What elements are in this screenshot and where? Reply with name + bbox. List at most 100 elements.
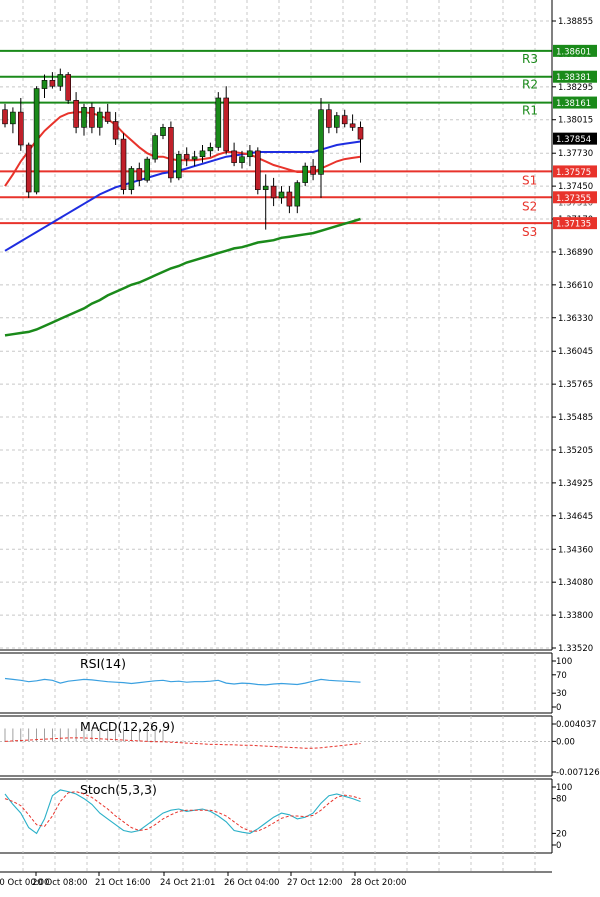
rsi-tick-label-0: 100 [556,657,572,667]
candle-body-21 [168,127,174,179]
level-price-r3: 1.38601 [556,47,591,57]
level-price-box-r3 [553,44,597,57]
candle-body-42 [333,115,340,128]
candle-9 [73,92,79,134]
rsi-tick-label-2: 30 [556,689,567,699]
candle-22 [176,150,182,181]
rsi-tick-label-3: 0 [556,703,561,713]
candle-14 [112,112,119,145]
x-tick-label-5: 27 Oct 12:00 [287,878,342,888]
candle-body-13 [104,111,111,122]
candle-45 [357,121,364,163]
candle-41 [326,103,332,134]
candle-body-5 [41,80,48,89]
candle-35 [278,186,285,204]
candle-body-28 [223,97,229,152]
candle-body-29 [231,150,237,163]
candle-body-8 [65,74,71,101]
candle-body-32 [255,150,261,190]
ma-fast-line [4,111,361,187]
candle-25 [199,144,206,163]
stoch-tick-label-0: 100 [556,783,572,793]
level-price-r1: 1.38161 [556,99,591,109]
candle-42 [333,112,340,134]
y-extra-label-2: 1.37310 [558,199,593,209]
rsi-tick-label-1: 70 [556,671,567,681]
candle-8 [65,72,71,104]
candle-10 [81,103,87,136]
candle-31 [247,144,253,167]
macd-tick-label-2: -0.007126 [556,768,600,778]
candle-body-11 [89,107,95,128]
candle-30 [239,150,245,169]
candle-body-30 [239,156,245,163]
level-price-box-s2 [553,191,597,204]
candle-body-14 [112,121,119,140]
candle-21 [168,121,174,183]
level-tag-r2: R2 [522,78,538,92]
stoch-k-line [4,789,361,835]
candle-27 [215,92,222,151]
candle-37 [294,180,301,214]
candle-4 [33,86,40,195]
candle-body-33 [262,185,269,190]
candle-16 [128,166,135,195]
y-tick-label-8: 1.36330 [558,314,593,324]
macd-tick-label-0: 0.004037 [556,720,597,730]
level-tag-s3: S3 [522,225,537,239]
candle-body-22 [176,154,182,179]
candle-body-37 [294,182,301,207]
macd-tick-label-1: 0.00 [556,737,575,747]
y-tick-label-3: 1.37730 [558,149,593,159]
level-price-s2: 1.37355 [556,194,591,204]
candle-body-31 [247,150,253,158]
y-tick-label-0: 1.38855 [558,17,593,27]
candle-13 [104,103,111,124]
candle-body-9 [73,100,79,128]
level-price-box-s1 [553,165,597,178]
x-tick-label-4: 26 Oct 04:00 [224,878,279,888]
y-tick-label-1: 1.38295 [558,83,593,93]
candle-body-12 [97,111,103,128]
y-tick-label-11: 1.35485 [558,413,593,423]
candle-44 [349,114,356,131]
candle-body-6 [49,80,56,87]
candle-body-44 [349,123,356,128]
candle-body-25 [199,150,206,158]
candle-17 [136,162,143,187]
x-tick-label-0: 20 Oct 00:00 [0,878,49,888]
level-tag-r1: R1 [522,104,538,118]
candle-body-20 [160,127,166,136]
candle-body-15 [120,138,127,190]
level-tag-s1: S1 [522,173,537,187]
candle-body-45 [357,127,364,140]
stoch-d-line [4,791,361,832]
candle-1 [10,107,16,134]
candle-body-23 [183,154,190,160]
y-tick-label-15: 1.34360 [558,545,593,555]
candle-body-7 [57,74,64,87]
y-tick-label-14: 1.34645 [558,512,593,522]
y-tick-label-17: 1.33800 [558,611,593,621]
candle-23 [183,147,190,167]
ma-mid-line [4,140,361,252]
level-price-s3: 1.37135 [556,220,591,230]
candle-38 [302,162,309,187]
macd-label: MACD(12,26,9) [80,719,175,734]
candle-28 [223,86,229,155]
candle-36 [286,186,293,214]
current-price-label: 1.37854 [556,135,591,145]
y-tick-label-12: 1.35205 [558,446,593,456]
candle-6 [49,72,56,89]
y-tick-label-10: 1.35765 [558,380,593,390]
level-tag-r3: R3 [522,52,538,66]
candle-24 [191,150,198,167]
level-price-s1: 1.37575 [556,168,591,178]
candle-33 [262,174,269,230]
candle-19 [152,133,158,163]
y-tick-label-6: 1.36890 [558,248,593,258]
x-tick-label-6: 28 Oct 20:00 [351,878,406,888]
candle-body-0 [2,109,8,125]
